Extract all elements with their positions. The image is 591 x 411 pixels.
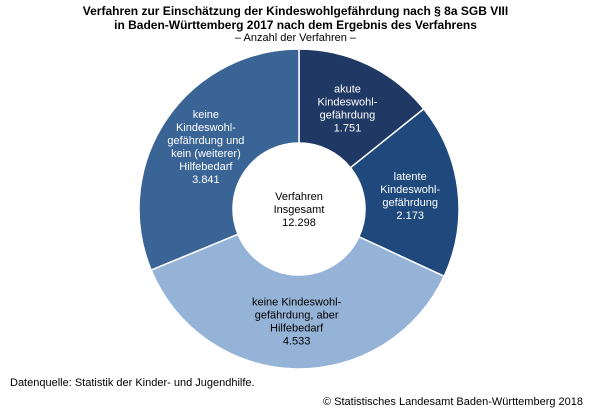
slice-label-line: keine Kindeswohl- — [252, 296, 342, 308]
center-label-line: Insgesamt — [274, 204, 325, 216]
slice-label-line: latente — [394, 171, 427, 183]
center-total-value: 12.298 — [282, 217, 316, 229]
slice-value-3: 4.533 — [283, 335, 311, 347]
slice-label-line: Kindeswohl- — [317, 97, 377, 109]
center-total-label: Verfahren Insgesamt 12.298 — [274, 191, 325, 229]
slice-label-line: gefährdung — [320, 110, 376, 122]
slice-label-line: gefährdung — [382, 197, 438, 209]
chart-title-line-2: in Baden-Württemberg 2017 nach dem Ergeb… — [114, 18, 477, 32]
slice-label-line: gefährdung und — [167, 135, 244, 147]
chart-title-line-1: Verfahren zur Einschätzung der Kindeswoh… — [82, 4, 509, 18]
slice-value-4: 3.841 — [192, 174, 220, 186]
slice-label-line: kein (weiterer) — [171, 148, 241, 160]
slice-2-latente-kindeswohl-gefahrdung — [349, 107, 460, 278]
chart-title: Verfahren zur Einschätzung der Kindeswoh… — [0, 4, 591, 32]
slice-label-line: akute — [334, 84, 361, 96]
slice-value-2: 2.173 — [396, 210, 424, 222]
slice-label-2: latente Kindeswohl-gefährdung 2.173 — [380, 171, 440, 222]
slice-label-line: Hilfebedarf — [270, 322, 324, 334]
slice-value-1: 1.751 — [334, 123, 362, 135]
slice-3-keine-kindeswohl-gefahrdung-aber-hilfebedarf — [150, 233, 446, 370]
slice-4-keine-kindeswohl-gefahrdung-und-kein-weiterer-hilfebedarf — [138, 48, 300, 272]
slice-label-line: Kindeswohl- — [176, 122, 236, 134]
slice-label-3: keine Kindeswohl-gefährdung, aber Hilfebe… — [252, 296, 342, 347]
slice-1-akute-kindeswohl-gefahrdung — [298, 48, 425, 169]
slice-label-line: keine — [193, 109, 219, 121]
slice-label-line: Kindeswohl- — [380, 184, 440, 196]
copyright-note: © Statistisches Landesamt Baden-Württemb… — [322, 396, 583, 408]
slice-label-4: keine Kindeswohl-gefährdung und kein (weit… — [167, 109, 244, 186]
slice-label-line: gefährdung, aber — [255, 309, 339, 321]
slice-label-1: akute Kindeswohl-gefährdung 1.751 — [317, 84, 377, 135]
center-label-line: Verfahren — [275, 191, 323, 203]
slice-label-line: Hilfebedarf — [179, 161, 233, 173]
data-source-note: Datenquelle: Statistik der Kinder- und J… — [10, 377, 255, 389]
chart-subtitle: – Anzahl der Verfahren – — [234, 32, 357, 44]
